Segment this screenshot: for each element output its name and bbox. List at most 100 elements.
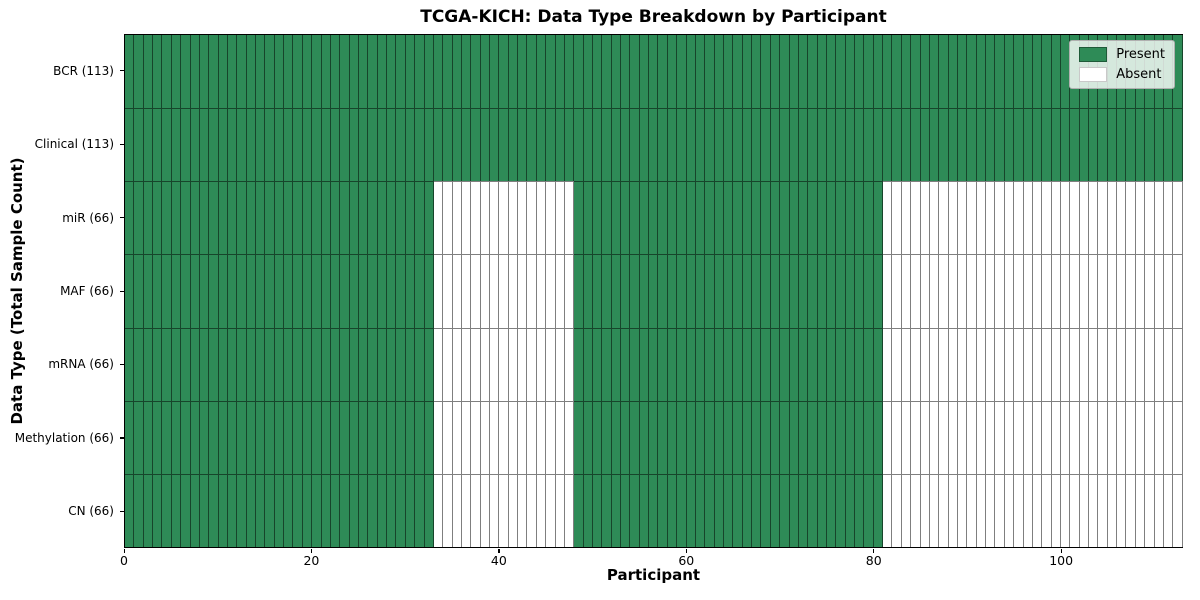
heatmap-cell xyxy=(995,473,1005,547)
heatmap-cell xyxy=(920,181,930,255)
heatmap-cell xyxy=(826,181,837,255)
heatmap-cell xyxy=(855,108,865,182)
heatmap-cell xyxy=(555,35,565,109)
heatmap-cell xyxy=(143,327,154,401)
heatmap-cell xyxy=(845,327,856,401)
heatmap-cell xyxy=(237,473,247,547)
heatmap-cell xyxy=(405,35,416,109)
heatmap-cell xyxy=(1117,108,1127,182)
heatmap-cell xyxy=(480,35,491,109)
heatmap-cell xyxy=(892,473,902,547)
heatmap-cell xyxy=(340,254,350,328)
heatmap-cell xyxy=(667,400,678,474)
y-tick-label: mRNA (66) xyxy=(48,357,114,372)
heatmap-cell xyxy=(1070,254,1080,328)
x-tick-label: 0 xyxy=(120,553,128,568)
heatmap-cell xyxy=(321,35,331,109)
heatmap-cell xyxy=(171,254,182,328)
heatmap-cell xyxy=(789,35,799,109)
y-tick-label: Clinical (113) xyxy=(34,137,114,152)
heatmap-cell xyxy=(340,181,350,255)
heatmap-cell xyxy=(171,108,182,182)
heatmap-cell xyxy=(1126,254,1136,328)
heatmap-cell xyxy=(724,400,734,474)
heatmap-cell xyxy=(1014,473,1024,547)
x-tick-label: 60 xyxy=(678,553,695,568)
heatmap-cell xyxy=(358,35,369,109)
heatmap-cell xyxy=(1126,327,1136,401)
heatmap-row-bcr xyxy=(125,35,1183,109)
heatmap-cell xyxy=(855,327,865,401)
heatmap-cell xyxy=(864,400,874,474)
heatmap-cell xyxy=(677,400,687,474)
heatmap-cell xyxy=(321,327,331,401)
heatmap-cell xyxy=(752,181,762,255)
heatmap-cell xyxy=(948,35,958,109)
heatmap-cell xyxy=(1154,108,1164,182)
heatmap-cell xyxy=(546,327,556,401)
heatmap-cell xyxy=(518,181,528,255)
heatmap-cell xyxy=(705,473,715,547)
heatmap-cell xyxy=(761,327,771,401)
heatmap-cell xyxy=(125,108,135,182)
heatmap-cell xyxy=(546,108,556,182)
heatmap-cell xyxy=(667,35,678,109)
heatmap-cell xyxy=(312,327,322,401)
y-tick-mark xyxy=(120,363,124,366)
heatmap-cell xyxy=(387,400,397,474)
heatmap-cell xyxy=(592,400,603,474)
heatmap-cell xyxy=(1154,327,1164,401)
plot-area: Present Absent xyxy=(124,34,1183,548)
heatmap-cell xyxy=(817,473,827,547)
heatmap-cell xyxy=(555,327,565,401)
heatmap-cell xyxy=(695,181,706,255)
heatmap-cell xyxy=(1117,327,1127,401)
heatmap-cell xyxy=(733,181,743,255)
heatmap-cell xyxy=(611,254,622,328)
heatmap-cell xyxy=(574,181,584,255)
heatmap-cell xyxy=(368,35,378,109)
heatmap-cell xyxy=(312,181,322,255)
heatmap-cell xyxy=(527,473,537,547)
heatmap-cell xyxy=(667,473,678,547)
heatmap-cell xyxy=(1117,181,1127,255)
heatmap-cell xyxy=(1070,181,1080,255)
heatmap-cell xyxy=(639,254,650,328)
heatmap-cell xyxy=(490,108,500,182)
heatmap-cell xyxy=(564,108,575,182)
heatmap-cell xyxy=(742,35,753,109)
heatmap-cell xyxy=(518,254,528,328)
heatmap-cell xyxy=(321,400,331,474)
heatmap-cell xyxy=(1042,254,1052,328)
y-tick-label: MAF (66) xyxy=(60,284,114,298)
heatmap-cell xyxy=(1042,35,1052,109)
heatmap-cell xyxy=(433,400,444,474)
heatmap-cell xyxy=(602,35,612,109)
heatmap-cell xyxy=(555,108,565,182)
heatmap-cell xyxy=(855,400,865,474)
heatmap-cell xyxy=(836,35,846,109)
heatmap-cell xyxy=(686,327,696,401)
heatmap-cell xyxy=(639,327,650,401)
heatmap-cell xyxy=(171,327,182,401)
heatmap-cell xyxy=(864,108,874,182)
heatmap-cell xyxy=(742,108,753,182)
heatmap-cell xyxy=(1004,254,1015,328)
heatmap-cell xyxy=(302,327,313,401)
heatmap-cell xyxy=(892,181,902,255)
heatmap-cell xyxy=(555,400,565,474)
heatmap-cell xyxy=(574,35,584,109)
heatmap-cell xyxy=(826,400,837,474)
heatmap-cell xyxy=(901,400,912,474)
heatmap-cell xyxy=(199,473,210,547)
x-tick-label: 100 xyxy=(1049,553,1074,568)
heatmap-cell xyxy=(714,108,724,182)
heatmap-cell xyxy=(1098,254,1108,328)
heatmap-cell xyxy=(227,327,238,401)
heatmap-cell xyxy=(1023,327,1033,401)
heatmap-cell xyxy=(667,254,678,328)
heatmap-cell xyxy=(845,108,856,182)
heatmap-cell xyxy=(695,108,706,182)
heatmap-cell xyxy=(134,35,144,109)
heatmap-cell xyxy=(630,181,640,255)
